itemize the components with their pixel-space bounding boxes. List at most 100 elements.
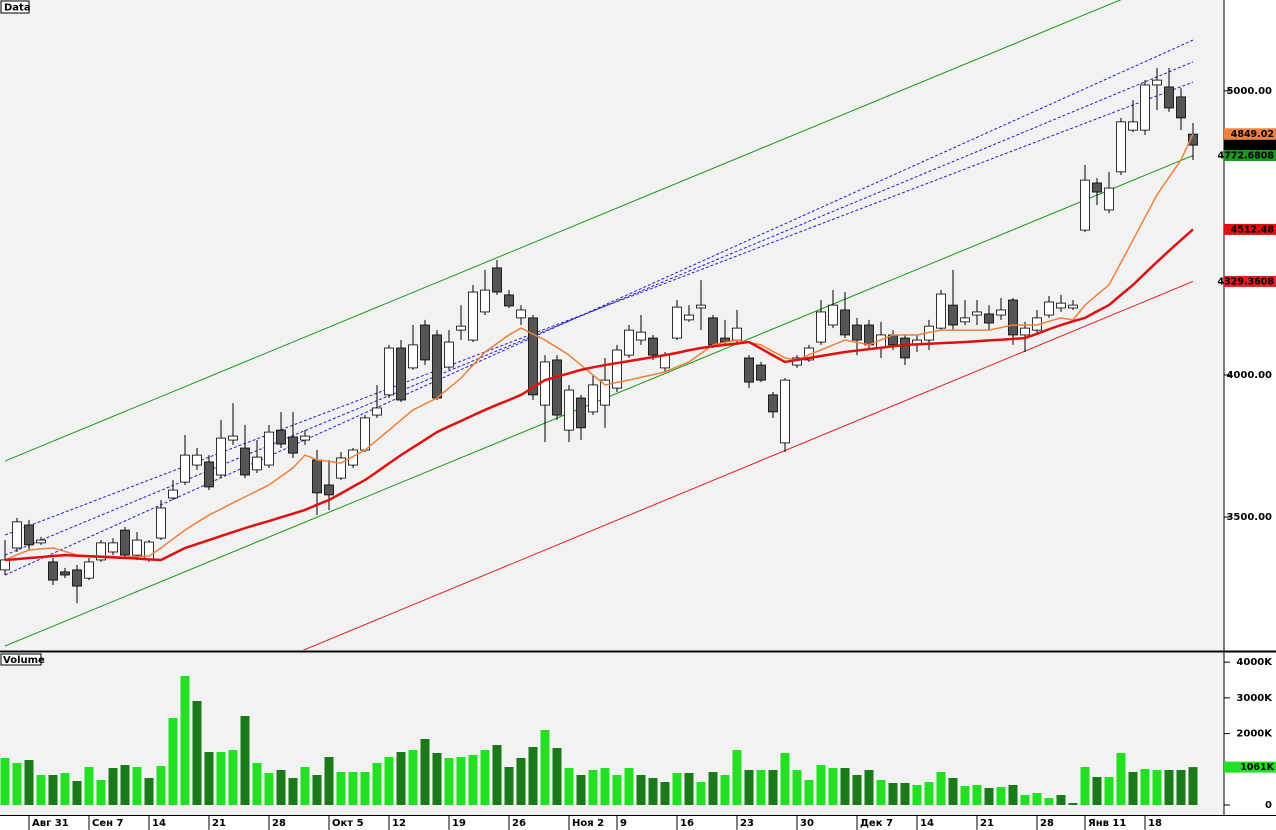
candle-body <box>276 429 286 445</box>
x-tick-label: Ноя 2 <box>572 818 604 829</box>
volume-bar <box>936 772 946 805</box>
candle-body <box>828 304 838 326</box>
candle-body <box>336 457 346 479</box>
volume-bar <box>1152 770 1162 805</box>
volume-bar <box>252 763 262 805</box>
candle-body <box>600 379 610 406</box>
badge-label: 4329.3608 <box>1218 276 1275 287</box>
volume-bar <box>1032 793 1042 805</box>
candle-body <box>1092 182 1102 193</box>
candle-body <box>204 461 214 488</box>
trend-line <box>4 39 1194 576</box>
candle-body <box>60 571 70 576</box>
volume-bar <box>300 767 310 805</box>
candle-body <box>480 289 490 313</box>
volume-bar <box>1008 785 1018 805</box>
y-tick-label: 4000K <box>1236 657 1273 668</box>
volume-bar <box>36 775 46 805</box>
volume-bar <box>552 748 562 805</box>
volume-bar <box>156 766 166 805</box>
candle-body <box>288 436 298 454</box>
volume-bar <box>720 775 730 805</box>
candle-body <box>804 347 814 361</box>
volume-bar <box>204 752 214 805</box>
value-badge <box>1224 139 1276 151</box>
candle-body <box>180 454 190 483</box>
volume-bar <box>168 718 178 805</box>
candle-body <box>1044 301 1054 316</box>
volume-bar <box>780 753 790 805</box>
x-tick-label: 14 <box>920 818 934 829</box>
volume-bar <box>444 758 454 805</box>
candle-body <box>540 361 550 406</box>
volume-bar <box>12 763 22 805</box>
volume-bar <box>84 767 94 805</box>
candle-body <box>948 304 958 326</box>
x-tick-label: 19 <box>452 818 466 829</box>
candle-body <box>120 529 130 556</box>
volume-bar <box>528 747 538 805</box>
trend-line <box>302 280 1194 650</box>
y-tick-label: 4000.00 <box>1226 370 1272 381</box>
candle-body <box>372 407 382 416</box>
price-title: Data <box>4 3 31 14</box>
volume-bar <box>264 773 274 805</box>
y-tick-label: 2000K <box>1236 729 1273 740</box>
volume-bar <box>672 773 682 805</box>
value-badge <box>1224 128 1276 140</box>
volume-bar <box>1044 798 1054 805</box>
volume-bar <box>72 781 82 805</box>
volume-bar <box>360 772 370 805</box>
volume-bar <box>948 778 958 805</box>
x-tick-label: Янв 11 <box>1088 818 1126 829</box>
y-tick-label: 0 <box>1265 800 1272 811</box>
y-tick-label: 5000.00 <box>1226 86 1272 97</box>
volume-bar <box>588 770 598 805</box>
value-badge <box>1224 275 1276 287</box>
volume-bar <box>348 772 358 805</box>
candle-body <box>528 317 538 396</box>
candle-body <box>648 337 658 356</box>
candle-body <box>996 309 1006 316</box>
candle-body <box>48 561 58 581</box>
trend-line <box>4 0 1122 462</box>
volume-title: Volume <box>3 655 45 666</box>
volume-bar <box>324 757 334 805</box>
volume-bar <box>1188 767 1198 805</box>
volume-bar <box>1104 777 1114 805</box>
candle-body <box>456 325 466 331</box>
x-tick-label: 9 <box>620 818 627 829</box>
x-tick-label: 28 <box>1040 818 1054 829</box>
candle-body <box>1056 302 1066 309</box>
candle-body <box>408 344 418 369</box>
volume-bar <box>984 788 994 805</box>
candle-body <box>900 337 910 359</box>
volume-bar <box>420 739 430 805</box>
volume-bar <box>1128 772 1138 805</box>
candle-body <box>0 559 10 571</box>
volume-bar <box>612 775 622 805</box>
volume-bar <box>144 778 154 805</box>
candle-body <box>960 317 970 323</box>
volume-bar <box>1176 770 1186 805</box>
volume-bar <box>396 752 406 805</box>
volume-bar <box>0 758 10 805</box>
volume-bar <box>564 768 574 805</box>
volume-bar <box>384 757 394 805</box>
candle-body <box>384 347 394 396</box>
volume-bar <box>624 768 634 805</box>
y-tick-label: 3000K <box>1236 693 1273 704</box>
volume-bar <box>816 765 826 805</box>
candle-body <box>1128 121 1138 131</box>
candle-body <box>96 542 106 561</box>
candle-body <box>708 317 718 346</box>
volume-bar <box>180 676 190 805</box>
candle-body <box>516 309 526 319</box>
title-box <box>0 0 30 14</box>
x-tick-label: 14 <box>152 818 166 829</box>
volume-panel <box>0 653 1224 815</box>
candle-body <box>588 384 598 413</box>
volume-bar <box>480 750 490 805</box>
candle-body <box>864 324 874 346</box>
x-tick-label: Окт 5 <box>332 818 364 829</box>
